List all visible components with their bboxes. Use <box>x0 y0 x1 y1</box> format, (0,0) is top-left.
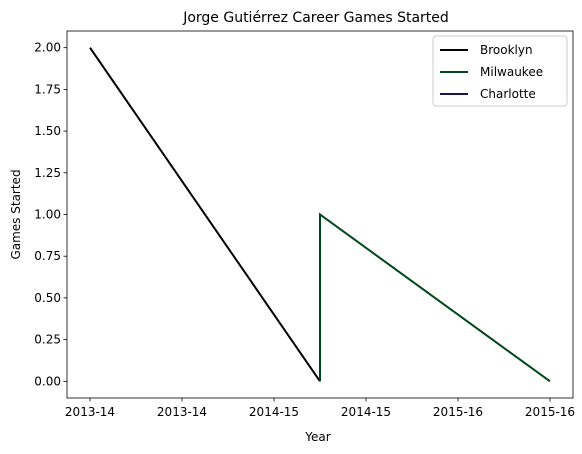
y-tick-label: 1.25 <box>34 166 61 180</box>
y-tick-label: 1.00 <box>34 208 61 222</box>
legend-label-milwaukee: Milwaukee <box>480 65 543 79</box>
x-tick-label: 2014-15 <box>249 405 299 419</box>
x-tick-label: 2014-15 <box>341 405 391 419</box>
x-tick-label: 2015-16 <box>433 405 483 419</box>
x-tick-label: 2015-16 <box>525 405 575 419</box>
x-axis: 2013-14 2013-14 2014-15 2014-15 2015-16 2015-… <box>65 398 575 419</box>
y-tick-label: 0.50 <box>34 291 61 305</box>
series-layer <box>89 47 551 383</box>
y-tick-label: 2.00 <box>34 41 61 55</box>
series-line-milwaukee <box>319 212 551 383</box>
y-axis-label: Games Started <box>9 169 23 259</box>
chart-title: Jorge Gutiérrez Career Games Started <box>182 10 449 26</box>
x-tick-label: 2013-14 <box>65 405 115 419</box>
y-tick-label: 1.50 <box>34 124 61 138</box>
x-axis-label: Year <box>304 430 330 444</box>
x-tick-label: 2013-14 <box>157 405 207 419</box>
legend: Brooklyn Milwaukee Charlotte <box>432 35 568 107</box>
y-tick-label: 1.75 <box>34 82 61 96</box>
legend-box <box>432 35 568 107</box>
series-line-brooklyn <box>89 47 321 382</box>
legend-label-charlotte: Charlotte <box>480 87 536 101</box>
legend-label-brooklyn: Brooklyn <box>480 43 533 57</box>
y-tick-label: 0.75 <box>34 249 61 263</box>
y-tick-label: 0.25 <box>34 333 61 347</box>
y-tick-label: 0.00 <box>34 374 61 388</box>
y-axis: 0.00 0.25 0.50 0.75 1.00 1.25 1.50 1.75 2.00 <box>34 41 67 388</box>
